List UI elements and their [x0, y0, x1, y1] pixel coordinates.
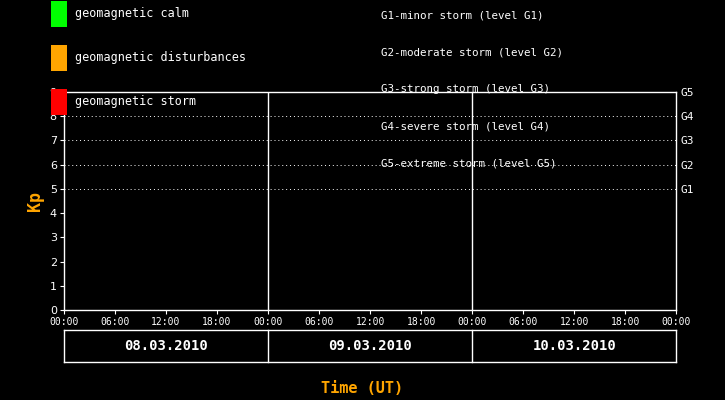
Text: G1-minor storm (level G1): G1-minor storm (level G1): [381, 10, 543, 20]
Text: 09.03.2010: 09.03.2010: [328, 339, 412, 353]
Text: G2-moderate storm (level G2): G2-moderate storm (level G2): [381, 47, 563, 57]
Text: 08.03.2010: 08.03.2010: [124, 339, 208, 353]
Text: G3-strong storm (level G3): G3-strong storm (level G3): [381, 84, 550, 94]
Text: G5-extreme storm (level G5): G5-extreme storm (level G5): [381, 159, 556, 169]
Text: 10.03.2010: 10.03.2010: [532, 339, 616, 353]
Text: geomagnetic calm: geomagnetic calm: [75, 8, 189, 20]
Y-axis label: Kp: Kp: [26, 191, 44, 211]
Text: Time (UT): Time (UT): [321, 381, 404, 396]
Text: geomagnetic disturbances: geomagnetic disturbances: [75, 52, 246, 64]
Text: G4-severe storm (level G4): G4-severe storm (level G4): [381, 122, 550, 132]
Text: geomagnetic storm: geomagnetic storm: [75, 96, 196, 108]
